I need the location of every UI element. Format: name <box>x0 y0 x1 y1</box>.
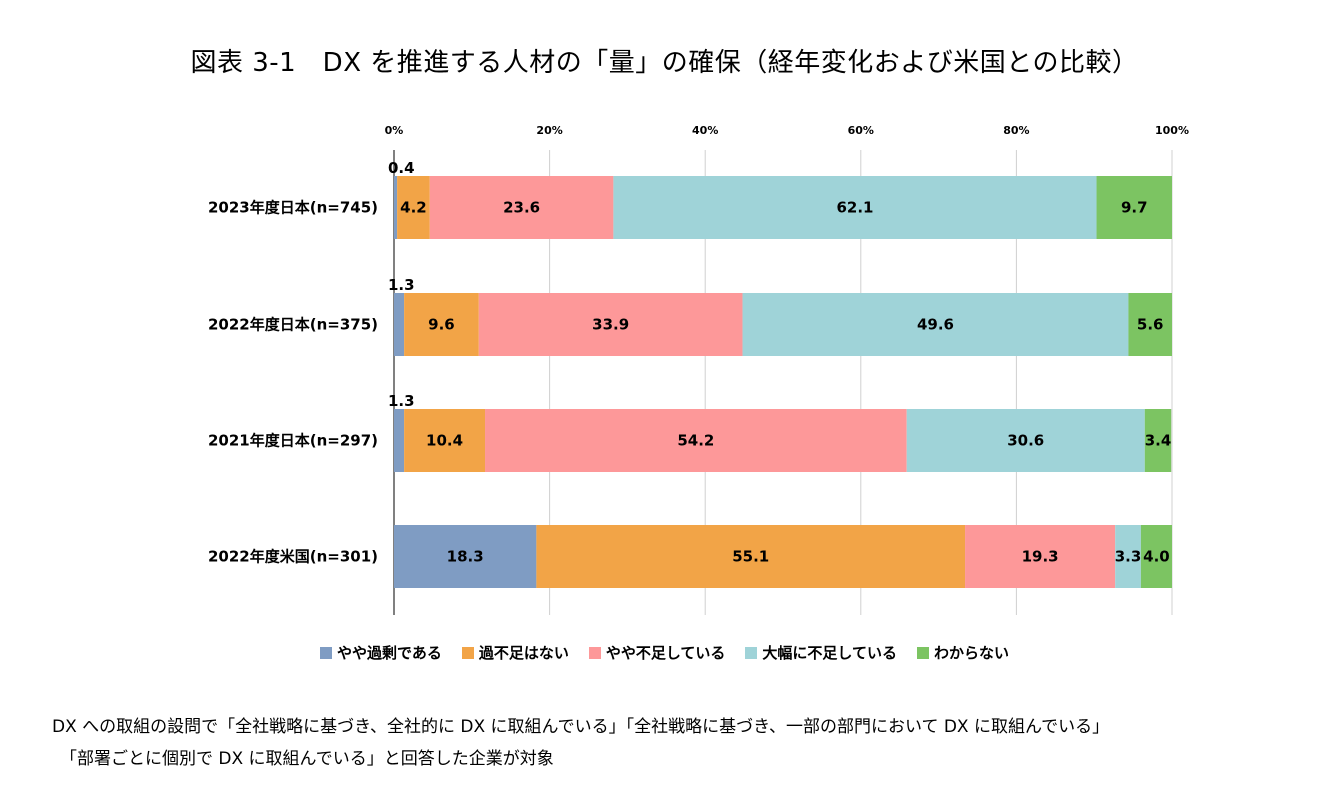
bar-segment <box>394 525 537 588</box>
data-label: 4.2 <box>400 199 427 217</box>
bar-segment <box>965 525 1116 588</box>
bar-segment <box>1096 176 1172 239</box>
x-tick-label: 100% <box>1155 124 1189 137</box>
legend-label: わからない <box>933 644 1009 662</box>
bar-segment <box>485 409 907 472</box>
legend-swatch <box>588 646 601 659</box>
data-label: 54.2 <box>677 432 714 450</box>
data-label: 49.6 <box>917 316 954 334</box>
bar-segment <box>394 176 398 239</box>
data-label: 5.6 <box>1137 316 1164 334</box>
legend-swatch <box>745 646 758 659</box>
data-label: 9.7 <box>1121 199 1148 217</box>
legend-swatch <box>461 646 474 659</box>
data-label: 30.6 <box>1007 432 1044 450</box>
category-label: 2022年度米国(n=301) <box>208 548 378 566</box>
footnote-line-1: DX への取組の設問で「全社戦略に基づき、全社的に DX に取組んでいる」「全社… <box>52 717 1110 737</box>
data-label: 33.9 <box>592 316 629 334</box>
x-tick-label: 80% <box>1003 124 1029 137</box>
x-tick-label: 20% <box>536 124 562 137</box>
footnote-line-2: 「部署ごとに個別で DX に取組んでいる」と回答した企業が対象 <box>60 749 554 769</box>
legend-item: わからない <box>916 642 1009 663</box>
bar-segment <box>1115 525 1141 588</box>
legend-item: やや不足している <box>588 642 726 663</box>
category-label: 2022年度日本(n=375) <box>208 316 378 334</box>
data-label: 4.0 <box>1143 548 1170 566</box>
bar-segment <box>1144 409 1172 472</box>
stacked-bar-chart: 0% 20% 40% 60% 80% 100% 2023年度日本(n=745) 0.4 4.2 2… <box>208 124 1189 615</box>
data-label: 55.1 <box>732 548 769 566</box>
data-label: 18.3 <box>447 548 484 566</box>
data-label: 9.6 <box>428 316 455 334</box>
legend-item: 大幅に不足している <box>745 642 897 663</box>
bar-segment <box>478 293 743 356</box>
bar-segment <box>404 293 479 356</box>
category-label: 2023年度日本(n=745) <box>208 199 378 217</box>
bar-segment <box>1140 525 1172 588</box>
bar-segment <box>536 525 966 588</box>
bar-segment <box>613 176 1097 239</box>
legend-label: やや不足している <box>605 644 726 662</box>
bar-segment <box>397 176 430 239</box>
data-label: 62.1 <box>836 199 873 217</box>
legend-label: やや過剰である <box>336 644 442 662</box>
data-label: 10.4 <box>426 432 463 450</box>
bar-segment <box>1128 293 1172 356</box>
bar-segment <box>394 409 405 472</box>
data-label: 0.4 <box>388 159 415 177</box>
x-tick-label: 40% <box>692 124 718 137</box>
legend-label: 過不足はない <box>478 644 569 662</box>
legend-swatch <box>319 646 332 659</box>
x-tick-label: 60% <box>848 124 874 137</box>
bar-segment <box>906 409 1145 472</box>
bar-segment <box>429 176 614 239</box>
legend-item: 過不足はない <box>461 642 569 663</box>
data-label: 3.3 <box>1115 548 1142 566</box>
x-tick-label: 0% <box>385 124 404 137</box>
data-label: 1.3 <box>388 392 415 410</box>
bar-segment <box>404 409 486 472</box>
bar-segment <box>742 293 1129 356</box>
chart-title: 図表 3-1 DX を推進する人材の「量」の確保（経年変化および米国との比較） <box>190 48 1139 78</box>
legend-item: やや過剰である <box>319 642 442 663</box>
legend-label: 大幅に不足している <box>762 644 897 662</box>
bar-segment <box>394 293 405 356</box>
category-label: 2021年度日本(n=297) <box>208 432 378 450</box>
data-label: 3.4 <box>1145 432 1172 450</box>
data-label: 23.6 <box>503 199 540 217</box>
legend: やや過剰である 過不足はない やや不足している 大幅に不足している わからない <box>0 642 1329 663</box>
data-label: 1.3 <box>388 276 415 294</box>
legend-swatch <box>916 646 929 659</box>
data-label: 19.3 <box>1022 548 1059 566</box>
